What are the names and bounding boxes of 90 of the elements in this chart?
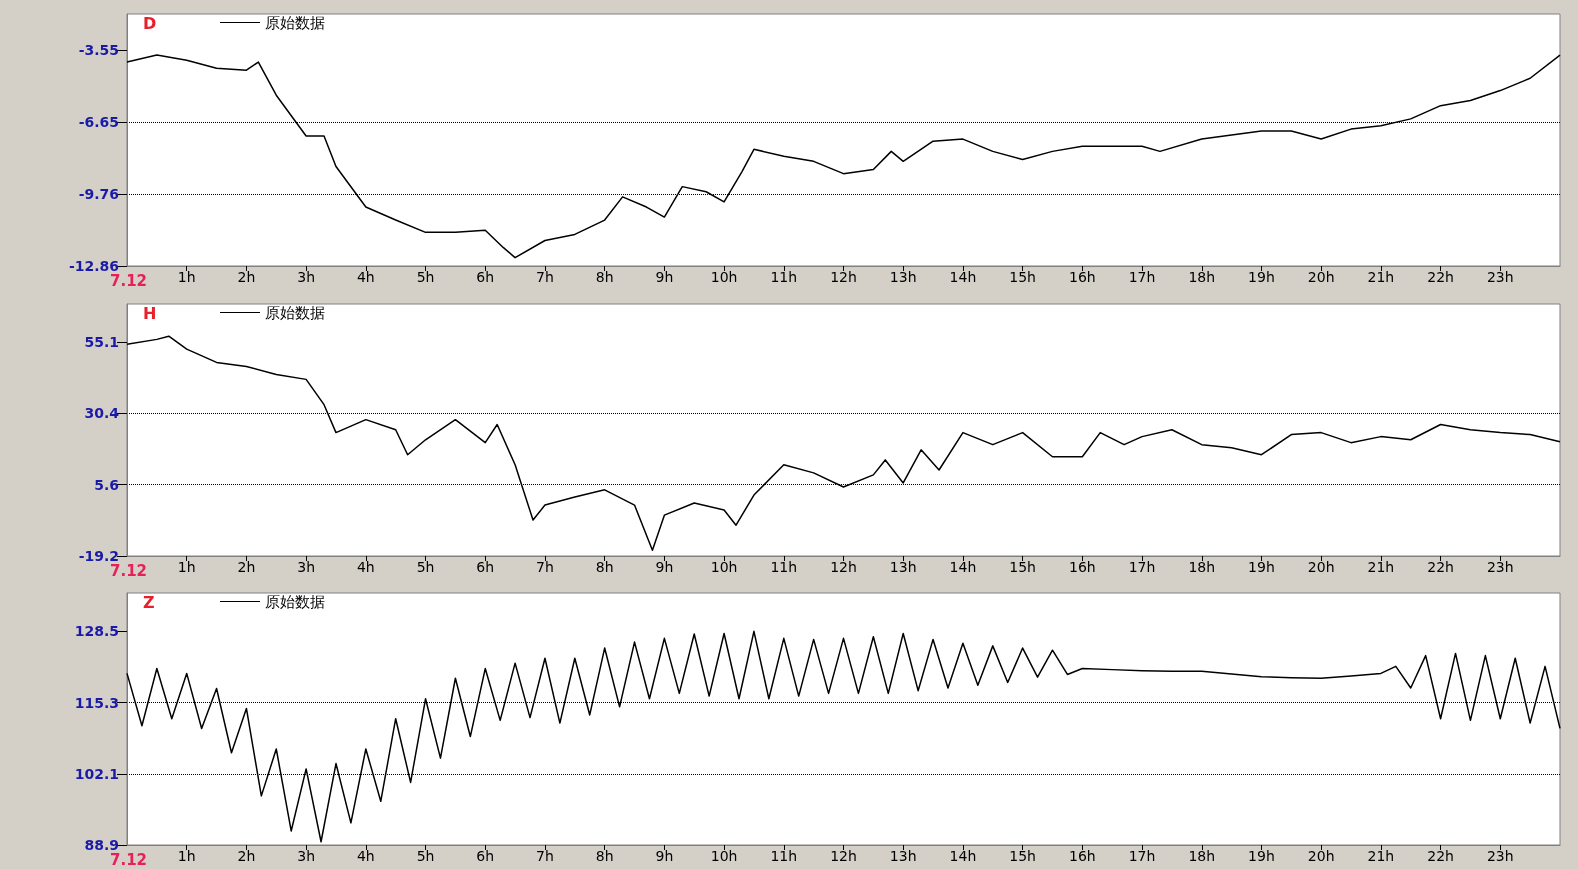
x-tick-label: 19h — [1248, 269, 1275, 285]
x-tick-label: 10h — [710, 269, 738, 285]
x-tick-label: 17h — [1128, 848, 1156, 865]
x-tick-label: 7h — [536, 558, 554, 575]
x-tick-label: 21h — [1367, 269, 1395, 285]
x-tick-label: 19h — [1248, 848, 1275, 865]
x-tick-label: 12h — [830, 269, 857, 285]
x-tick-label: 8h — [595, 558, 614, 575]
x-tick-label: 19h — [1248, 558, 1275, 575]
x-tick-label: 1h — [177, 558, 196, 575]
x-tick-label: 2h — [237, 269, 256, 285]
x-tick-label: 5h — [416, 558, 435, 575]
x-tick-label: 4h — [356, 848, 375, 865]
y-tick-label: 5.6 — [94, 476, 119, 493]
x-tick-label: 6h — [476, 848, 495, 865]
x-tick-label: 6h — [476, 558, 495, 575]
x-tick-label: 20h — [1307, 848, 1335, 865]
y-tick-label: -3.55 — [78, 41, 119, 58]
x-tick-label: 23h — [1486, 269, 1514, 285]
x-tick-label: 13h — [889, 269, 917, 285]
chart-title: D — [143, 13, 157, 33]
chart-title: Z — [143, 592, 155, 612]
x-tick-label: 2h — [237, 558, 256, 575]
x-tick-label: 16h — [1068, 558, 1096, 575]
x-tick-label: 17h — [1128, 269, 1156, 285]
x-tick-label: 23h — [1486, 558, 1514, 575]
x-tick-label: 15h — [1009, 558, 1036, 575]
x-tick-label: 9h — [655, 848, 674, 865]
x-tick-label: 7h — [536, 269, 554, 285]
x-tick-label: 2h — [237, 848, 256, 865]
x-tick-label: 7h — [536, 848, 554, 865]
x-tick-label: 22h — [1427, 848, 1454, 865]
x-tick-label: 16h — [1068, 848, 1096, 865]
x-tick-label: 23h — [1486, 848, 1514, 865]
x-tick-label: 8h — [595, 269, 614, 285]
x-tick-label: 21h — [1367, 848, 1395, 865]
x-tick-label: 3h — [297, 558, 316, 575]
legend-label: 原始数据 — [265, 592, 325, 611]
x-tick-label: 16h — [1068, 269, 1096, 285]
y-tick-label: 115.3 — [74, 694, 119, 711]
legend-label: 原始数据 — [265, 13, 325, 32]
x-tick-label: 10h — [710, 558, 738, 575]
x-tick-label: 9h — [655, 269, 674, 285]
x-tick-label: 22h — [1427, 558, 1454, 575]
x-tick-label: 1h — [177, 269, 196, 285]
y-tick-label: 102.1 — [74, 766, 119, 783]
y-tick-label: 128.5 — [74, 623, 119, 640]
y-tick-label: 55.1 — [84, 333, 119, 350]
x-tick-label: 20h — [1307, 269, 1335, 285]
x-tick-label: 15h — [1009, 269, 1036, 285]
y-tick-label: -12.86 — [68, 258, 119, 274]
x-tick-label: 18h — [1188, 558, 1216, 575]
x-tick-label: 3h — [297, 269, 316, 285]
x-tick-label: 14h — [949, 269, 977, 285]
x-tick-label: 4h — [356, 269, 375, 285]
x-tick-label: 10h — [710, 848, 738, 865]
x-tick-label: 1h — [177, 848, 196, 865]
x-tick-label: 11h — [770, 848, 798, 865]
x-tick-label: 11h — [770, 558, 798, 575]
x-tick-label: 20h — [1307, 558, 1335, 575]
line-series — [126, 630, 1561, 843]
x-tick-label: 5h — [416, 269, 435, 285]
x-tick-label: 13h — [889, 848, 917, 865]
x-tick-label: 15h — [1009, 848, 1036, 865]
y-tick-label: -19.2 — [78, 547, 119, 564]
x-tick-label: 18h — [1188, 269, 1216, 285]
y-tick-label: 30.4 — [84, 404, 120, 421]
x-tick-label: 6h — [476, 269, 495, 285]
legend-label: 原始数据 — [265, 303, 325, 322]
y-tick-label: -6.65 — [78, 113, 119, 130]
x-tick-label: 3h — [297, 848, 316, 865]
x-tick-label: 18h — [1188, 848, 1216, 865]
x-tick-label: 14h — [949, 848, 977, 865]
text: 7.12 — [110, 271, 148, 290]
x-tick-label: 22h — [1427, 269, 1454, 285]
x-tick-label: 11h — [770, 269, 798, 285]
text: 7.12 — [110, 561, 148, 580]
x-tick-label: 4h — [356, 558, 375, 575]
x-tick-label: 21h — [1367, 558, 1395, 575]
x-tick-label: 9h — [655, 558, 674, 575]
x-tick-label: 12h — [830, 558, 857, 575]
x-tick-label: 12h — [830, 848, 857, 865]
x-tick-label: 14h — [949, 558, 977, 575]
chart-title: H — [143, 303, 157, 323]
x-tick-label: 17h — [1128, 558, 1156, 575]
x-tick-label: 13h — [889, 558, 917, 575]
line-series — [126, 54, 1561, 259]
y-tick-label: -9.76 — [78, 186, 119, 203]
x-tick-label: 5h — [416, 848, 435, 865]
x-tick-label: 8h — [595, 848, 614, 865]
